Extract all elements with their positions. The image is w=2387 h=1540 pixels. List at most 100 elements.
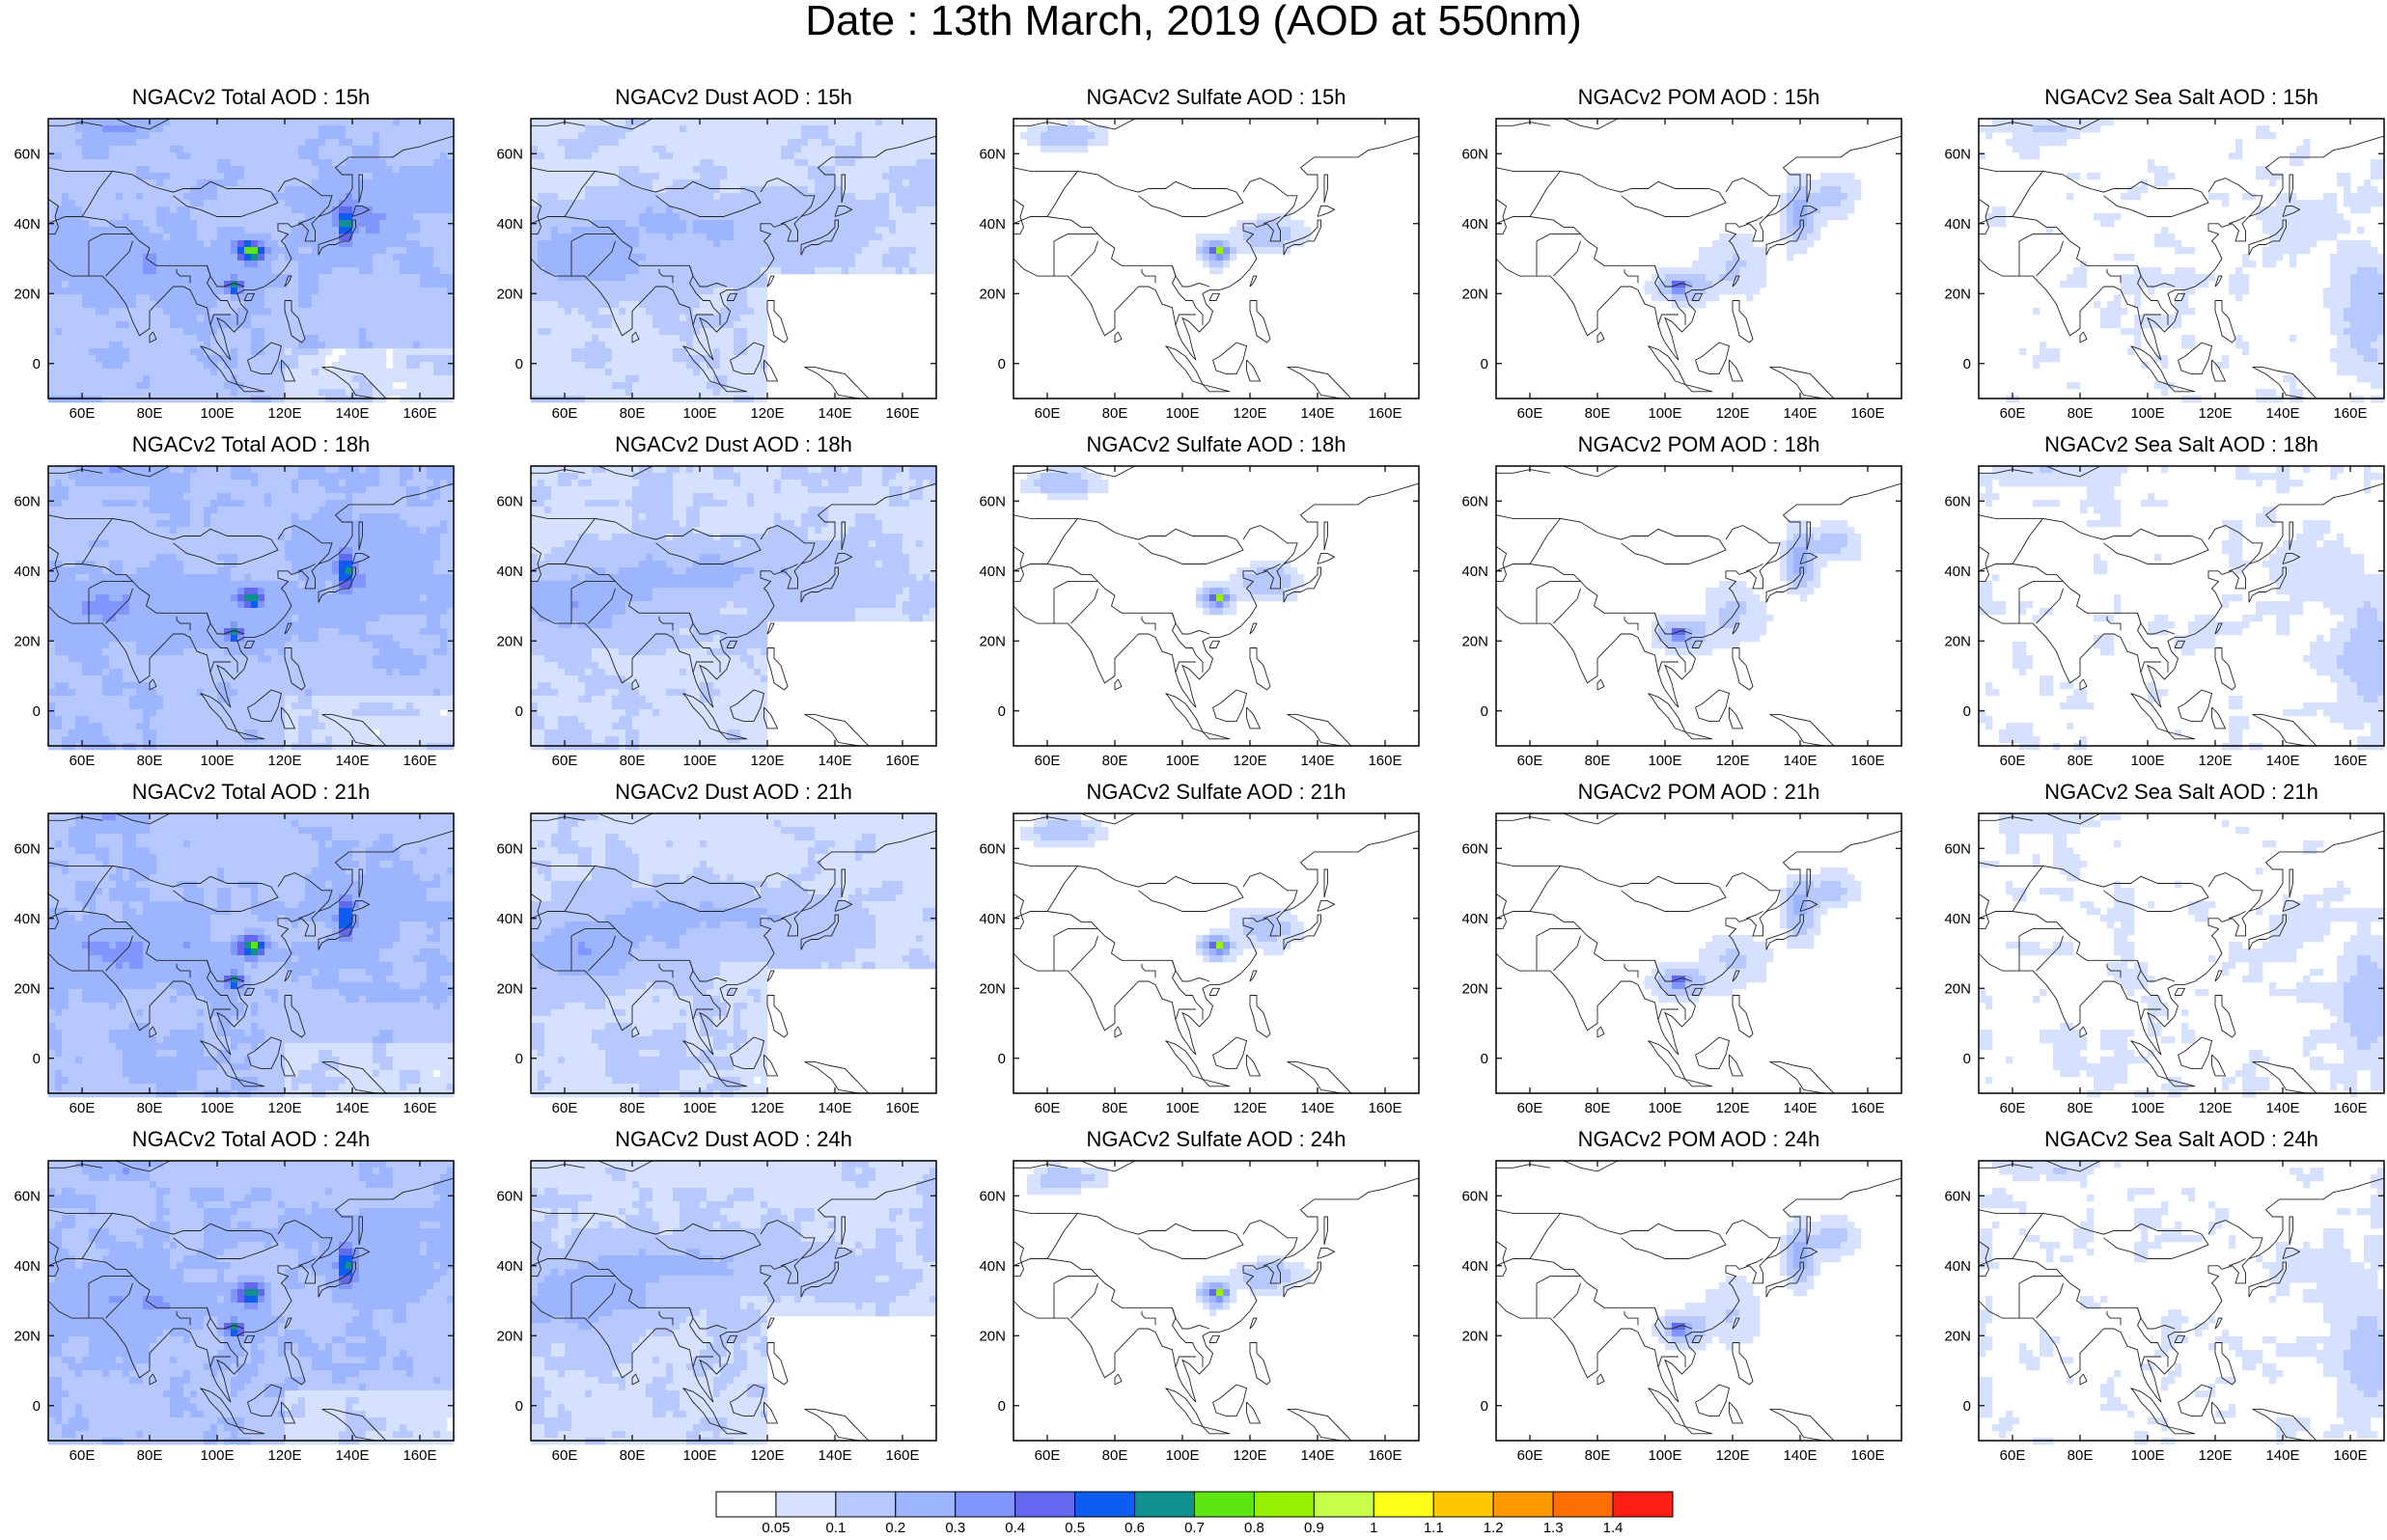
map-plot-area: 60E 80E 100E 120E 140E 160E 0 20N 40N 60N bbox=[1461, 812, 1902, 1116]
map-panel-sulfate-18h: NGACv2 Sulfate AOD : 18h 60E 80E 100E 120E 14… bbox=[965, 432, 1420, 769]
lat-tick-label: 20N bbox=[979, 980, 1006, 997]
lon-tick-label: 100E bbox=[1648, 405, 1681, 422]
lat-tick-label: 20N bbox=[14, 633, 41, 649]
figure-title: Date : 13th March, 2019 (AOD at 550nm) bbox=[0, 0, 2387, 50]
colorbar-label: 0.3 bbox=[945, 1520, 965, 1534]
aod-shading bbox=[531, 119, 937, 403]
lat-tick-label: 60N bbox=[496, 146, 523, 162]
aod-shading bbox=[531, 466, 937, 751]
lat-tick-label: 20N bbox=[1461, 286, 1488, 302]
lon-tick-label: 140E bbox=[1783, 753, 1817, 769]
lon-tick-label: 100E bbox=[200, 753, 234, 769]
lat-tick-label: 40N bbox=[1944, 216, 1971, 233]
lat-tick-label: 40N bbox=[979, 1258, 1006, 1275]
lon-tick-label: 100E bbox=[1648, 1447, 1681, 1464]
map-panel-sulfate-24h: NGACv2 Sulfate AOD : 24h 60E 80E 100E 120E 14… bbox=[965, 1127, 1420, 1464]
lat-tick-label: 20N bbox=[1944, 980, 1971, 997]
lat-tick-label: 0 bbox=[1963, 356, 1971, 372]
lon-tick-label: 160E bbox=[402, 1447, 436, 1464]
lat-tick-label: 40N bbox=[14, 216, 41, 233]
map-frame bbox=[47, 118, 455, 399]
lat-tick-label: 60N bbox=[979, 146, 1006, 162]
lat-tick-label: 40N bbox=[14, 1258, 41, 1275]
lon-tick-label: 80E bbox=[620, 1100, 646, 1116]
lon-tick-label: 160E bbox=[1850, 1100, 1884, 1116]
map-plot-area: 60E 80E 100E 120E 140E 160E 0 20N 40N 60N bbox=[979, 1160, 1420, 1464]
lat-tick-label: 0 bbox=[1481, 1398, 1488, 1415]
lat-tick-label: 0 bbox=[1963, 1398, 1971, 1415]
lon-tick-label: 160E bbox=[885, 1100, 919, 1116]
lon-tick-label: 100E bbox=[1648, 1100, 1681, 1116]
lon-tick-label: 60E bbox=[1517, 405, 1543, 422]
colorbar-label: 0.4 bbox=[1005, 1520, 1025, 1534]
lon-tick-label: 60E bbox=[1517, 1447, 1543, 1464]
lon-tick-label: 160E bbox=[2333, 753, 2367, 769]
lon-tick-label: 160E bbox=[2333, 1447, 2367, 1464]
lon-tick-label: 160E bbox=[402, 1100, 436, 1116]
lat-tick-label: 60N bbox=[979, 1188, 1006, 1204]
lat-tick-label: 20N bbox=[14, 286, 41, 302]
panel-title: NGACv2 Sulfate AOD : 24h bbox=[1013, 1127, 1419, 1152]
lon-tick-label: 120E bbox=[267, 1100, 301, 1116]
colorbar-label: 0.2 bbox=[885, 1520, 905, 1534]
map-frame bbox=[47, 465, 455, 747]
lat-tick-label: 60N bbox=[1944, 1188, 1971, 1204]
lat-tick-label: 60N bbox=[1944, 146, 1971, 162]
coastlines bbox=[47, 812, 455, 1094]
lon-tick-label: 80E bbox=[2068, 1447, 2094, 1464]
map-frame bbox=[1013, 465, 1420, 747]
lon-tick-label: 120E bbox=[1715, 1447, 1749, 1464]
lat-tick-label: 40N bbox=[14, 564, 41, 580]
map-frame bbox=[1495, 465, 1902, 747]
lat-tick-label: 60N bbox=[979, 840, 1006, 857]
lon-tick-label: 120E bbox=[1715, 1100, 1749, 1116]
colorbar-swatch bbox=[955, 1491, 1016, 1518]
colorbar-swatch bbox=[1253, 1491, 1315, 1518]
map-panel-dust-24h: NGACv2 Dust AOD : 24h 60E 80E 100E 120E 140E 1… bbox=[483, 1127, 937, 1464]
panel-title: NGACv2 Dust AOD : 24h bbox=[531, 1127, 936, 1152]
lon-tick-label: 60E bbox=[1035, 405, 1061, 422]
lon-tick-label: 60E bbox=[69, 1100, 96, 1116]
lat-tick-label: 60N bbox=[1944, 840, 1971, 857]
lon-tick-label: 140E bbox=[2265, 1100, 2299, 1116]
aod-shading bbox=[1651, 1215, 1862, 1351]
lon-tick-label: 140E bbox=[335, 1100, 369, 1116]
coastlines bbox=[1013, 118, 1420, 399]
colorbar-swatch bbox=[1134, 1491, 1195, 1518]
lat-tick-label: 60N bbox=[1461, 146, 1488, 162]
lat-tick-label: 0 bbox=[33, 356, 41, 372]
aod-shading bbox=[1651, 520, 1862, 656]
lon-tick-label: 60E bbox=[552, 405, 578, 422]
map-plot-area: 60E 80E 100E 120E 140E 160E 0 20N 40N 60N bbox=[979, 465, 1420, 769]
map-plot-area: 60E 80E 100E 120E 140E 160E 0 20N 40N 60N bbox=[496, 1160, 937, 1464]
lon-tick-label: 80E bbox=[1585, 405, 1611, 422]
coastlines bbox=[47, 118, 455, 399]
map-frame bbox=[1013, 1160, 1420, 1442]
lon-tick-label: 60E bbox=[1517, 1100, 1543, 1116]
lat-tick-label: 40N bbox=[979, 216, 1006, 233]
map-panel-seasalt-24h: NGACv2 Sea Salt AOD : 24h 60E 80E 100E 120E 1… bbox=[1930, 1127, 2385, 1464]
panel-title: NGACv2 Sea Salt AOD : 21h bbox=[1979, 780, 2384, 805]
aod-shading bbox=[48, 1161, 455, 1445]
lon-tick-label: 100E bbox=[1165, 405, 1199, 422]
coastlines bbox=[47, 1160, 455, 1442]
map-frame bbox=[1978, 118, 2385, 399]
map-plot-area: 60E 80E 100E 120E 140E 160E 0 20N 40N 60N bbox=[1944, 465, 2385, 769]
lon-tick-label: 60E bbox=[69, 753, 96, 769]
lat-tick-label: 0 bbox=[998, 1398, 1006, 1415]
map-panel-total-18h: NGACv2 Total AOD : 18h 60E 80E 100E 120E 140E… bbox=[0, 432, 455, 769]
lat-tick-label: 0 bbox=[998, 703, 1006, 720]
coastlines bbox=[530, 118, 937, 399]
lon-tick-label: 80E bbox=[620, 1447, 646, 1464]
colorbar-swatch bbox=[775, 1491, 837, 1518]
map-plot-area: 60E 80E 100E 120E 140E 160E 0 20N 40N 60N bbox=[496, 118, 937, 422]
panel-title: NGACv2 Dust AOD : 15h bbox=[531, 85, 936, 110]
lon-tick-label: 140E bbox=[2265, 753, 2299, 769]
map-panel-pom-18h: NGACv2 POM AOD : 18h 60E 80E 100E 120E 140E 16… bbox=[1448, 432, 1902, 769]
aod-shading bbox=[1979, 813, 2385, 1098]
colorbar-label: 0.7 bbox=[1184, 1520, 1205, 1534]
lon-tick-label: 160E bbox=[1368, 1100, 1402, 1116]
colorbar-swatch bbox=[1014, 1491, 1076, 1518]
map-plot-area: 60E 80E 100E 120E 140E 160E 0 20N 40N 60N bbox=[979, 118, 1420, 422]
lat-tick-label: 0 bbox=[515, 1051, 523, 1067]
